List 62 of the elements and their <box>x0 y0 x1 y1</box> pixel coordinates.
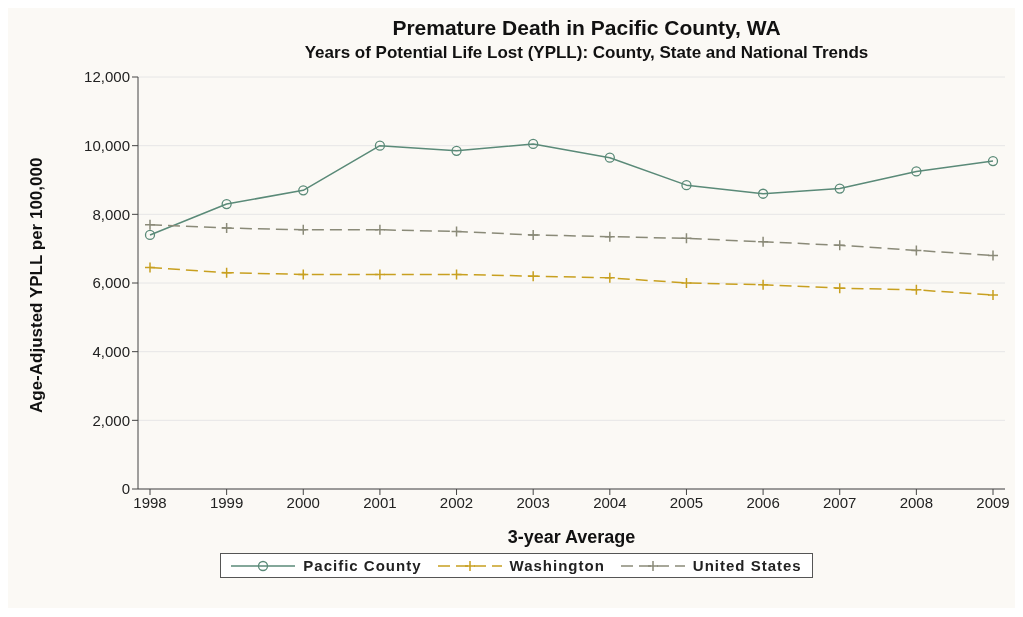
point <box>298 185 309 196</box>
point <box>374 224 386 236</box>
x-tick-label: 2008 <box>899 493 934 511</box>
y-tick-label: 8,000 <box>92 205 130 223</box>
point <box>604 152 615 163</box>
point <box>374 268 386 281</box>
y-tick-label: 10,000 <box>84 136 130 154</box>
point <box>144 261 156 274</box>
x-tick-label: 2000 <box>286 493 320 511</box>
point <box>297 224 310 236</box>
point <box>910 284 923 296</box>
y-tick-label: 12,000 <box>84 68 130 86</box>
point <box>221 198 232 210</box>
point <box>987 289 999 301</box>
point <box>911 166 922 177</box>
point <box>528 138 539 150</box>
x-tick-label: 2002 <box>439 493 474 511</box>
legend-label: United States <box>691 557 802 574</box>
point <box>450 268 463 281</box>
point <box>451 145 462 156</box>
point <box>450 225 463 238</box>
point <box>681 180 692 191</box>
legend-label: Pacific County <box>302 557 422 574</box>
x-tick-label: 2005 <box>669 493 704 511</box>
point <box>833 282 846 294</box>
x-tick-label: 2004 <box>593 493 627 511</box>
point <box>297 268 310 281</box>
y-tick-label: 0 <box>121 480 130 498</box>
point <box>604 230 616 243</box>
point <box>987 249 999 262</box>
x-tick-label: 2001 <box>363 493 397 511</box>
point <box>527 270 539 282</box>
point <box>604 272 616 284</box>
chart-title: Premature Death in Pacific County, WA <box>391 16 782 40</box>
y-tick-label: 6,000 <box>92 274 130 292</box>
point <box>680 232 693 245</box>
x-tick-label: 2006 <box>746 493 780 511</box>
x-tick-label: 2007 <box>823 493 857 511</box>
point <box>834 183 845 194</box>
point <box>144 218 156 231</box>
chart-subtitle: Years of Potential Life Lost (YPLL): County, State and National Trends <box>303 43 870 63</box>
x-tick-label: 2003 <box>516 493 550 511</box>
x-tick-label: 1999 <box>209 493 244 511</box>
x-axis-title: 3-year Average <box>507 527 636 547</box>
point <box>374 140 386 151</box>
point <box>220 222 233 234</box>
y-tick-label: 4,000 <box>92 342 130 360</box>
point <box>757 278 769 291</box>
point <box>910 244 923 257</box>
point <box>220 266 233 279</box>
point <box>833 239 846 251</box>
legend-label: Washington <box>508 557 605 574</box>
point <box>987 155 999 167</box>
y-axis-title: Age-Adjusted YPLL per 100,000 <box>27 157 47 413</box>
point <box>527 229 539 241</box>
point <box>757 236 769 248</box>
x-tick-label: 1998 <box>133 493 167 511</box>
point <box>757 188 769 199</box>
point <box>680 277 693 289</box>
x-tick-label: 2009 <box>976 493 1010 511</box>
point <box>144 229 156 241</box>
y-tick-label: 2,000 <box>92 411 130 429</box>
